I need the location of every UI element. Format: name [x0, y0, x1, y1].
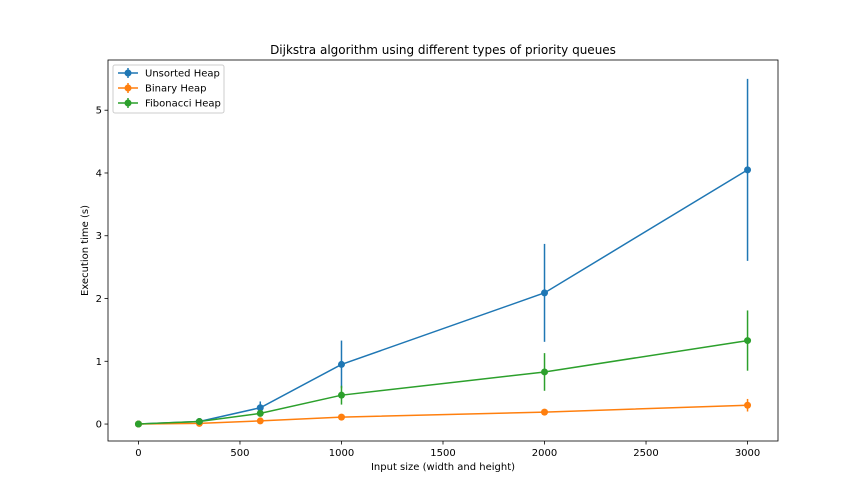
fibonacci-heap-point — [195, 418, 203, 426]
y-tick-label: 1 — [96, 357, 102, 368]
series-points — [134, 166, 752, 428]
y-tick-label: 4 — [96, 168, 102, 179]
y-axis-label: Execution time (s) — [80, 205, 91, 296]
legend-label: Fibonacci Heap — [145, 99, 221, 110]
plot-frame — [107, 59, 779, 442]
x-tick-label: 500 — [230, 448, 249, 459]
fibonacci-heap-point — [134, 420, 142, 428]
chart-title: Dijkstra algorithm using different types… — [270, 43, 616, 57]
binary-heap-point — [541, 408, 549, 416]
fibonacci-heap-point — [337, 391, 345, 399]
unsorted-heap-point — [541, 289, 549, 297]
y-tick-label: 5 — [96, 106, 102, 117]
binary-heap-line — [138, 404, 748, 425]
legend-box — [112, 64, 225, 114]
plot-area — [108, 60, 778, 441]
fibonacci-heap-point — [256, 409, 264, 417]
x-tick-label: 1500 — [430, 448, 455, 459]
legend-item-fibonacci-heap: Fibonacci Heap — [118, 98, 221, 110]
x-tick-label: 2000 — [532, 448, 557, 459]
unsorted-heap-point — [337, 360, 345, 368]
legend-marker — [124, 99, 132, 107]
binary-heap-point — [256, 417, 264, 425]
fibonacci-heap-point — [541, 368, 549, 376]
legend: Unsorted Heap Binary Heap Fibonacci Heap — [112, 64, 225, 114]
unsorted-heap-point — [744, 166, 752, 174]
binary-heap-point — [744, 401, 752, 409]
x-tick-label: 2500 — [633, 448, 658, 459]
x-axis-label: Input size (width and height) — [371, 462, 515, 473]
x-tick-label: 3000 — [735, 448, 760, 459]
y-tick-label: 0 — [96, 420, 102, 431]
x-axis-ticks: 0 500 1000 1500 2000 2500 3000 — [135, 441, 760, 459]
x-tick-label: 0 — [135, 448, 141, 459]
y-tick-label: 2 — [96, 294, 102, 305]
legend-label: Unsorted Heap — [145, 69, 220, 80]
binary-heap-point — [337, 413, 345, 421]
legend-item-unsorted-heap: Unsorted Heap — [118, 68, 220, 80]
x-tick-label: 1000 — [329, 448, 354, 459]
legend-marker — [124, 69, 132, 77]
legend-marker — [124, 84, 132, 92]
fibonacci-heap-line — [138, 339, 748, 425]
legend-label: Binary Heap — [145, 84, 206, 95]
unsorted-heap-point — [256, 404, 264, 412]
legend-item-binary-heap: Binary Heap — [118, 83, 206, 95]
y-axis-ticks: 0 1 2 3 4 5 — [96, 106, 108, 431]
y-tick-label: 3 — [96, 231, 102, 242]
series-lines — [138, 169, 748, 425]
fibonacci-heap-point — [744, 337, 752, 345]
